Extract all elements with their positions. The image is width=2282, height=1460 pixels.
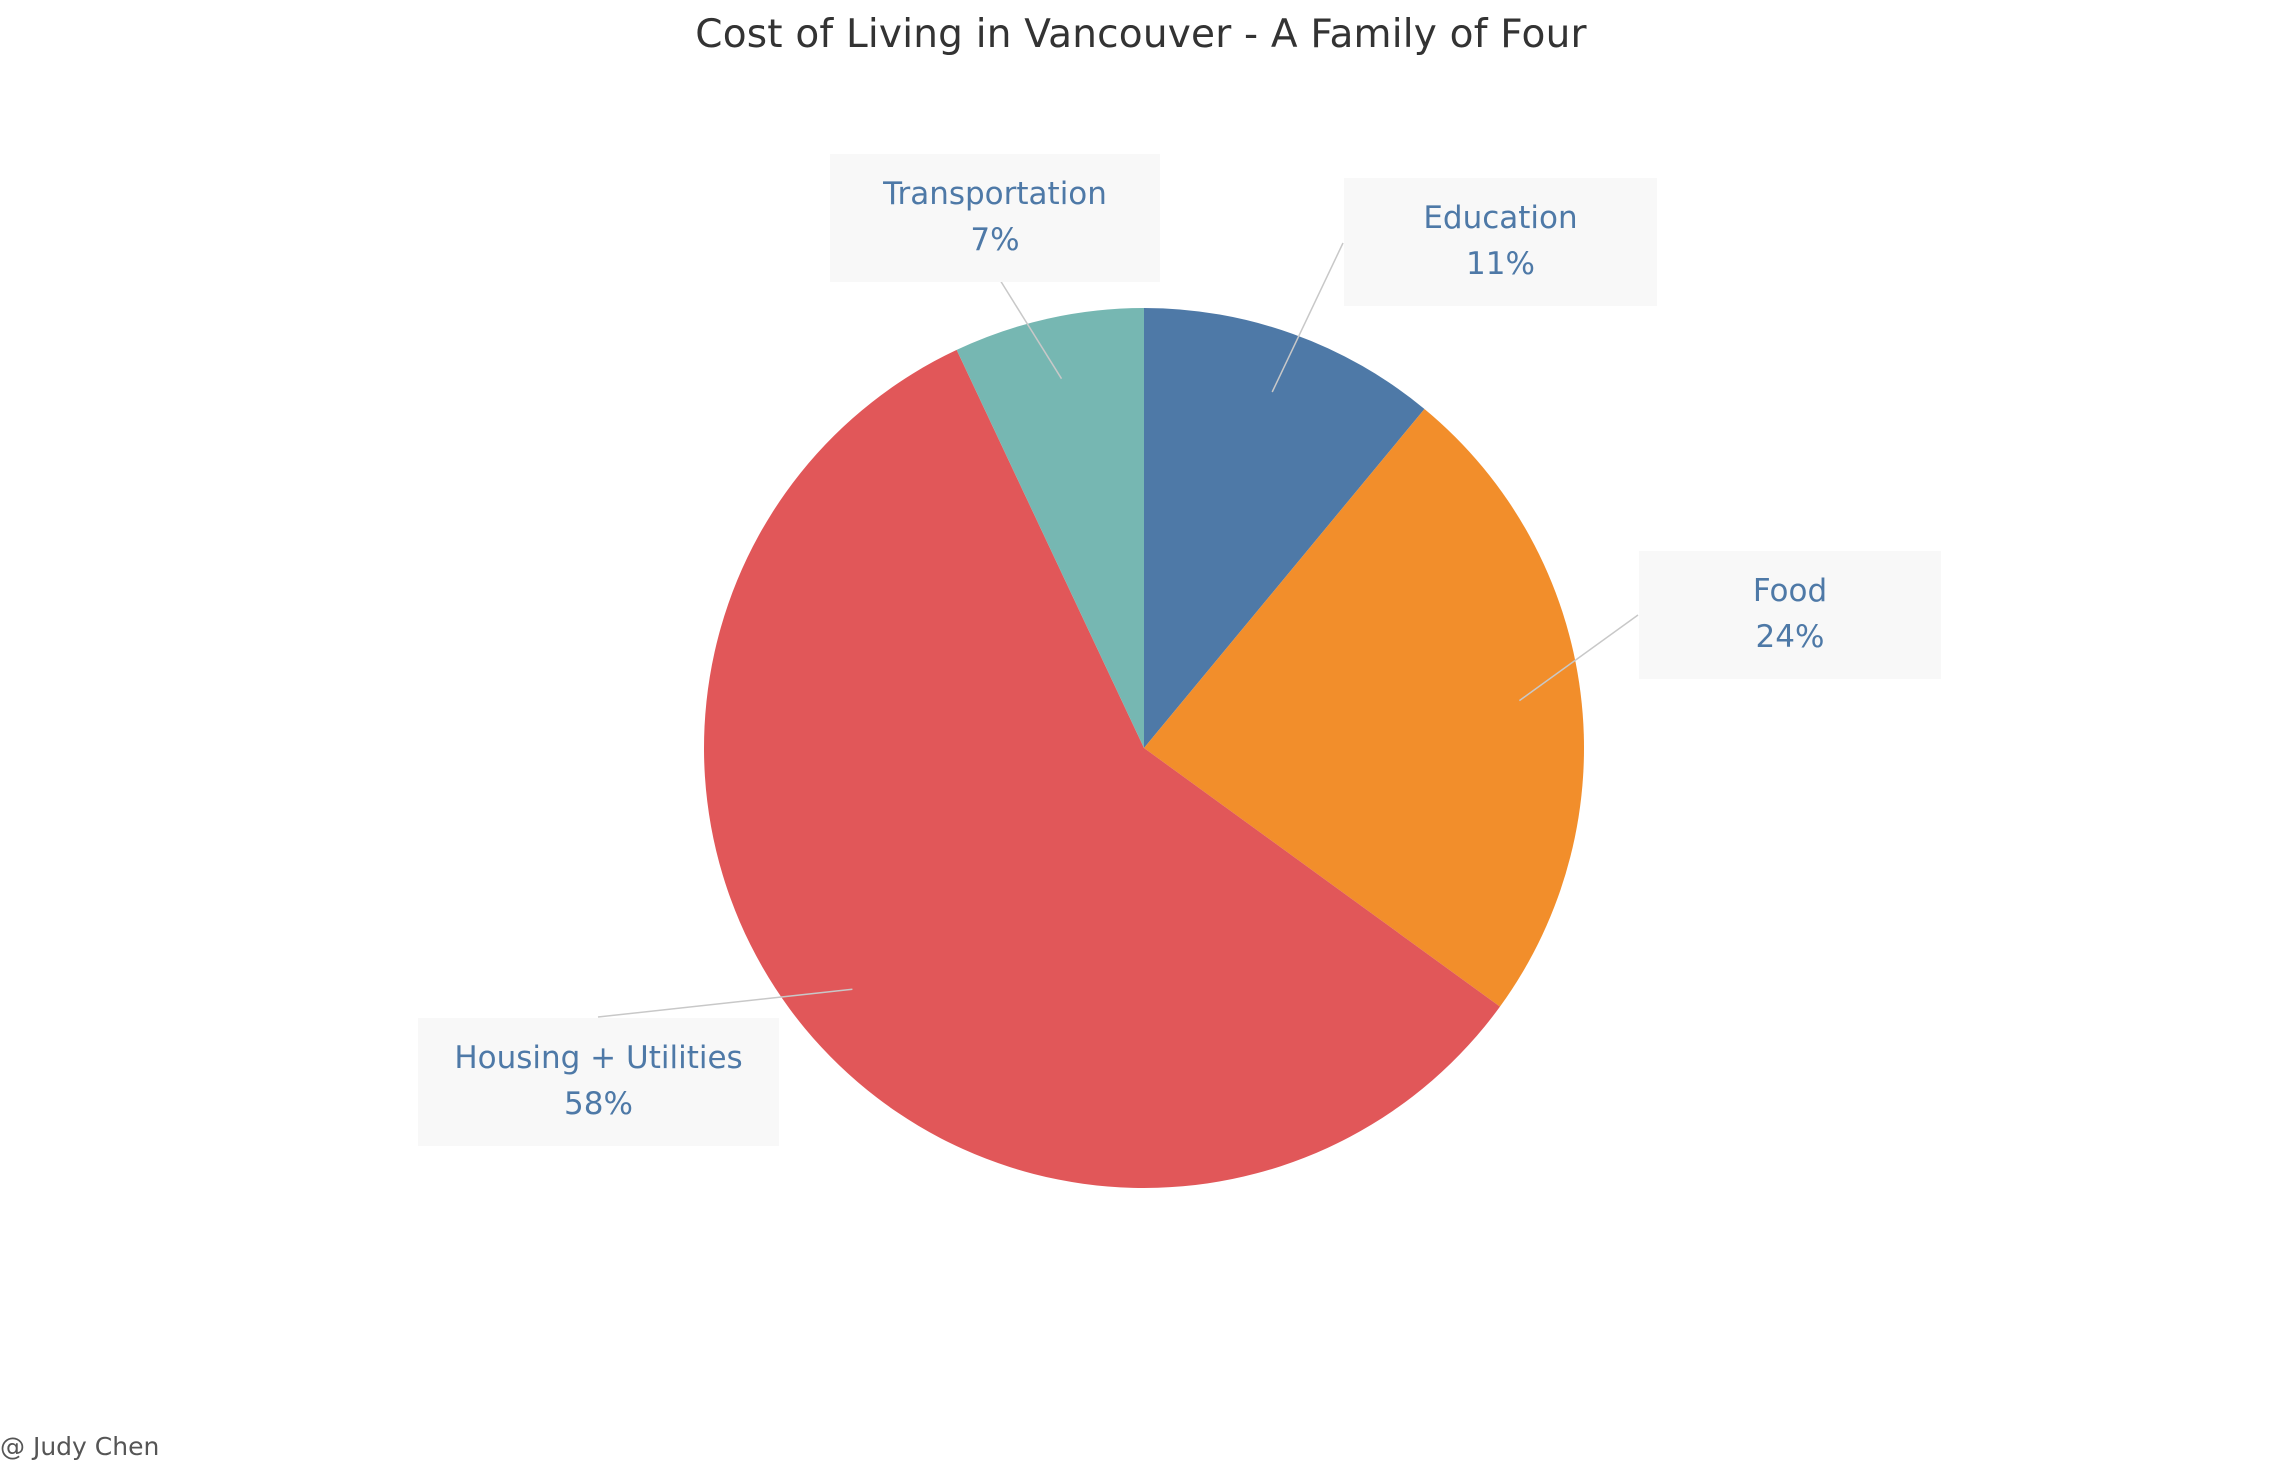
slice-label-name: Transportation xyxy=(883,176,1107,212)
pie-slice-food xyxy=(1144,408,1585,1007)
slice-label-name: Education xyxy=(1423,200,1578,236)
pie-slices xyxy=(704,308,1585,1189)
pie-slice-transportation xyxy=(956,308,1144,748)
slice-label-value: 24% xyxy=(1755,619,1825,655)
chart-title: Cost of Living in Vancouver - A Family o… xyxy=(695,12,1587,57)
slice-label-education: Education 11% xyxy=(1344,178,1657,306)
slice-label-name: Food xyxy=(1752,573,1828,609)
leader-line-education xyxy=(1271,242,1344,393)
leader-line-transportation xyxy=(999,279,1063,380)
leader-lines xyxy=(597,242,1639,1018)
slice-label-transportation: Transportation 7% xyxy=(830,154,1160,282)
slice-label-value: 7% xyxy=(970,222,1020,258)
slice-label-name: Housing + Utilities xyxy=(454,1040,743,1076)
leader-line-food xyxy=(1518,614,1639,702)
slice-label-food: Food 24% xyxy=(1639,551,1941,679)
slice-label-value: 11% xyxy=(1466,246,1535,282)
slice-label-value: 58% xyxy=(564,1086,633,1122)
slice-label-housing-utilities: Housing + Utilities 58% xyxy=(418,1018,779,1146)
leader-line-housing-utilities xyxy=(597,988,853,1018)
pie-slice-housing-utilities xyxy=(704,349,1500,1189)
pie-slice-education xyxy=(1144,308,1425,748)
author-credit: @ Judy Chen xyxy=(0,1432,160,1460)
